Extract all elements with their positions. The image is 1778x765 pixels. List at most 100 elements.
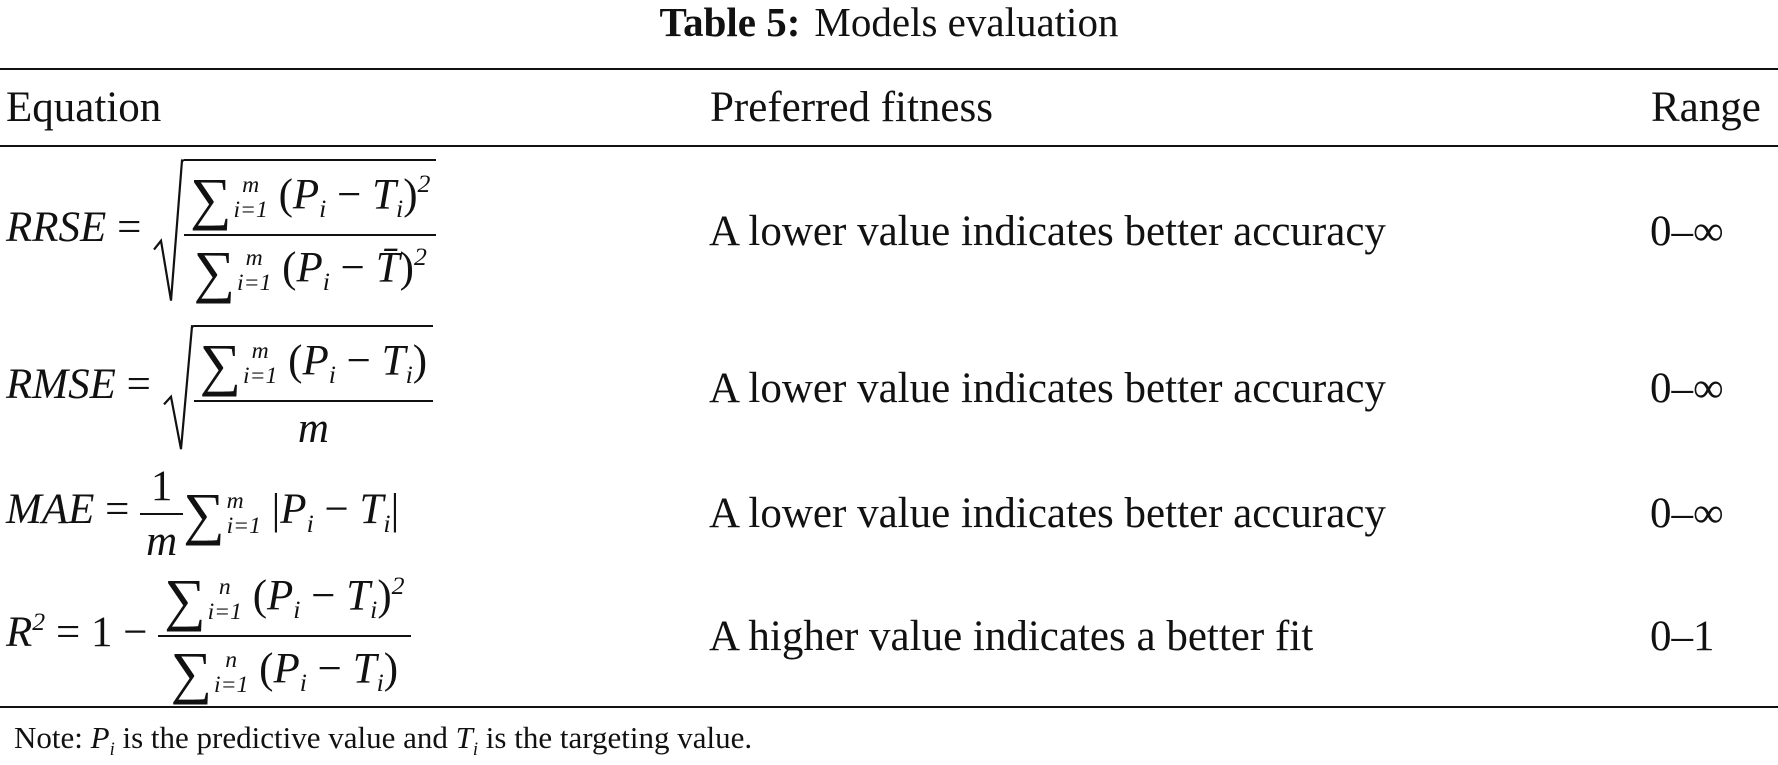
lower-limit: i=1 <box>214 671 249 698</box>
subscript: i <box>370 595 378 625</box>
table-row: MAE = 1 m ∑ m i=1 |Pi − Ti| A lower value ind… <box>0 461 1778 566</box>
subscript: i <box>328 359 336 389</box>
table-row: RRSE = ∑ m i=1 (Pi − Ti)2 ∑ m i=1 (Pi − T̄)2 A… <box>0 146 1778 316</box>
math-text: ) <box>403 170 418 218</box>
upper-limit: m <box>245 245 263 272</box>
fitness-cell: A lower value indicates better accuracy <box>709 365 1386 412</box>
subscript: i <box>396 193 404 223</box>
fraction: ∑ m i=1 (Pi − Ti)2 ∑ m i=1 (Pi − T̄)2 <box>184 165 437 305</box>
math-var: m <box>297 404 329 452</box>
sum-limits: m i=1 <box>233 173 267 223</box>
radical-sign <box>152 159 184 305</box>
upper-limit: m <box>251 338 269 365</box>
sum-limits: n i=1 <box>214 646 249 698</box>
subscript: i <box>299 668 307 698</box>
subscript: i <box>319 193 327 223</box>
math-text: ) <box>412 336 428 384</box>
sum-sign: ∑ <box>164 567 206 632</box>
math-var: T <box>359 486 384 534</box>
subscript: i <box>405 359 413 389</box>
equation-cell: RMSE = ∑ m i=1 (Pi − Ti) m <box>0 316 709 461</box>
math-text: − <box>313 486 360 534</box>
math-var: P <box>302 336 329 384</box>
superscript: 2 <box>417 169 431 199</box>
math-var: m <box>146 517 178 565</box>
math-var: RMSE <box>6 361 116 409</box>
sum-operator: ∑ m i=1 <box>183 480 261 547</box>
header-cell: Preferred fitness <box>709 68 1650 147</box>
math-text: ( <box>277 336 303 384</box>
math-text: = <box>94 486 141 534</box>
upper-limit: n <box>218 573 231 600</box>
range-cell: 0–∞ <box>1650 490 1724 537</box>
math-var: RRSE <box>6 204 107 252</box>
upper-limit: n <box>225 646 238 673</box>
superscript: 2 <box>391 570 405 600</box>
radical-sign <box>162 325 194 453</box>
square-root: ∑ m i=1 (Pi − Ti)2 ∑ m i=1 (Pi − T̄)2 <box>152 158 437 305</box>
math-text: = <box>115 361 162 409</box>
subscript: i <box>293 595 301 625</box>
math-var: T̄ <box>375 243 400 291</box>
table-row: RMSE = ∑ m i=1 (Pi − Ti) m A lower value ind… <box>0 316 1778 461</box>
range-cell: 0–1 <box>1650 566 1778 708</box>
math-text: ) <box>399 243 414 291</box>
denominator: m <box>140 515 183 566</box>
header-cell: Equation <box>0 68 709 147</box>
math-text: ( <box>248 645 274 693</box>
subscript: i <box>322 266 330 296</box>
superscript: 2 <box>32 607 46 637</box>
math-var: R <box>6 608 33 656</box>
sum-limits: m i=1 <box>237 246 271 296</box>
superscript: 2 <box>413 242 427 272</box>
math-text: | <box>260 486 281 534</box>
sum-limits: n i=1 <box>207 573 242 625</box>
sum-operator: ∑ m i=1 <box>190 165 268 232</box>
caption: Table 5: Models evaluation <box>0 0 1778 68</box>
table: Equation Preferred fitness Range RRSE = … <box>0 68 1778 708</box>
range-cell: 0–∞ <box>1650 208 1724 255</box>
math-text: ) <box>383 645 399 693</box>
sum-sign: ∑ <box>193 238 236 304</box>
lower-limit: i=1 <box>233 197 268 223</box>
sum-sign: ∑ <box>190 165 232 231</box>
range-cell: 0–∞ <box>1650 365 1724 412</box>
math-text: − <box>335 336 382 384</box>
denominator: ∑ n i=1 (Pi − Ti) <box>158 637 410 706</box>
math-text: ( <box>267 170 293 218</box>
math-text: is the predictive value and <box>114 720 456 755</box>
equation: RMSE = ∑ m i=1 (Pi − Ti) m <box>6 324 434 452</box>
fitness-cell: A lower value indicates better accuracy <box>709 208 1386 255</box>
fitness-cell: A lower value indicates better accuracy <box>709 490 1386 537</box>
subscript: i <box>109 738 115 760</box>
numerator: ∑ m i=1 (Pi − Ti)2 <box>184 165 437 236</box>
math-var: T <box>352 645 377 693</box>
sum-sign: ∑ <box>170 640 213 705</box>
sum-sign: ∑ <box>183 481 225 546</box>
header-row: Equation Preferred fitness Range <box>0 68 1778 147</box>
sum-limits: m i=1 <box>226 487 261 539</box>
math-var: P <box>292 170 320 218</box>
subscript: i <box>383 509 391 539</box>
radicand: ∑ m i=1 (Pi − Ti)2 ∑ m i=1 (Pi − T̄)2 <box>184 158 437 305</box>
sum-operator: ∑ n i=1 <box>164 566 242 633</box>
math-text: ) <box>377 572 392 620</box>
math-text: ( <box>241 572 268 620</box>
lower-limit: i=1 <box>207 598 242 625</box>
equation-cell: MAE = 1 m ∑ m i=1 |Pi − Ti| <box>0 461 709 566</box>
upper-limit: m <box>226 487 244 514</box>
upper-limit: m <box>242 172 260 199</box>
lower-limit: i=1 <box>226 512 261 539</box>
radicand: ∑ m i=1 (Pi − Ti) m <box>193 324 434 453</box>
fraction: ∑ n i=1 (Pi − Ti)2 ∑ n i=1 (Pi − Ti) <box>158 566 411 706</box>
math-var: P <box>90 720 110 755</box>
fraction: ∑ m i=1 (Pi − Ti) m <box>193 331 434 453</box>
subscript: i <box>376 668 384 698</box>
equation-cell: RRSE = ∑ m i=1 (Pi − Ti)2 ∑ m i=1 (Pi − T̄)2 <box>0 146 709 316</box>
header-cell: Range <box>1650 68 1778 147</box>
math-text: is the targeting value. <box>478 720 753 755</box>
lower-limit: i=1 <box>243 363 278 389</box>
math-var: P <box>296 243 323 291</box>
